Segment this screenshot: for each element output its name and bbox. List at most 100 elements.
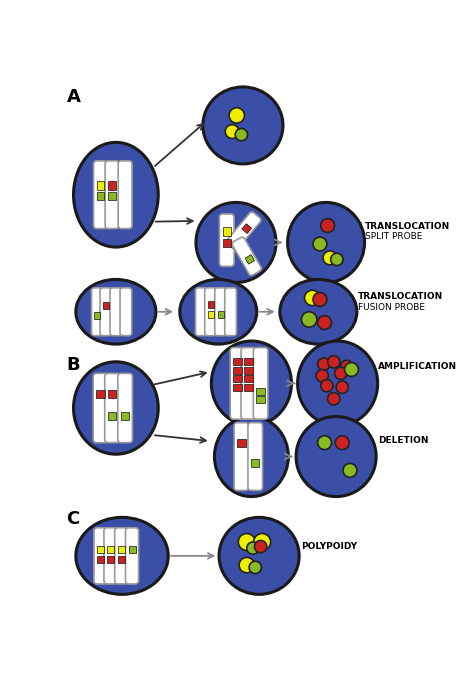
Ellipse shape <box>341 360 353 373</box>
Ellipse shape <box>73 362 158 454</box>
FancyBboxPatch shape <box>205 288 217 336</box>
Bar <box>244 358 253 365</box>
FancyBboxPatch shape <box>248 423 263 491</box>
Bar <box>244 367 253 374</box>
Ellipse shape <box>318 358 330 370</box>
FancyBboxPatch shape <box>104 528 117 584</box>
Bar <box>96 390 105 398</box>
Text: C: C <box>66 510 80 528</box>
Ellipse shape <box>318 435 331 450</box>
Ellipse shape <box>321 219 335 232</box>
Ellipse shape <box>318 316 331 330</box>
Bar <box>108 181 116 190</box>
Ellipse shape <box>203 87 283 164</box>
FancyBboxPatch shape <box>126 528 138 584</box>
FancyBboxPatch shape <box>232 237 262 275</box>
Ellipse shape <box>336 381 348 394</box>
Bar <box>244 384 253 391</box>
Bar <box>94 312 100 319</box>
Ellipse shape <box>321 380 333 392</box>
Ellipse shape <box>247 542 259 555</box>
Ellipse shape <box>211 341 292 426</box>
Ellipse shape <box>235 129 247 141</box>
Ellipse shape <box>225 125 239 139</box>
Bar <box>251 459 259 466</box>
Ellipse shape <box>280 279 357 344</box>
Ellipse shape <box>323 251 337 264</box>
Bar <box>107 557 114 563</box>
Bar <box>222 239 231 248</box>
Bar <box>244 376 253 382</box>
Bar <box>107 546 114 553</box>
FancyBboxPatch shape <box>230 347 245 419</box>
Ellipse shape <box>76 518 168 594</box>
Ellipse shape <box>298 341 378 426</box>
FancyBboxPatch shape <box>227 212 261 250</box>
Bar <box>256 396 265 403</box>
FancyBboxPatch shape <box>120 288 132 336</box>
Bar <box>233 376 242 382</box>
Ellipse shape <box>73 143 158 247</box>
FancyBboxPatch shape <box>234 423 249 491</box>
FancyBboxPatch shape <box>93 161 108 229</box>
Ellipse shape <box>316 369 328 382</box>
Ellipse shape <box>229 108 245 123</box>
Ellipse shape <box>254 534 271 551</box>
Bar <box>233 367 242 374</box>
Text: AMPLIFICATION: AMPLIFICATION <box>378 362 457 371</box>
Ellipse shape <box>313 293 327 306</box>
Ellipse shape <box>255 540 267 553</box>
Bar <box>121 412 129 419</box>
Ellipse shape <box>335 367 347 380</box>
Bar <box>118 546 125 553</box>
Bar <box>97 181 104 190</box>
Bar <box>218 311 224 318</box>
Text: FUSION PROBE: FUSION PROBE <box>358 304 425 312</box>
Ellipse shape <box>328 355 340 368</box>
Bar <box>256 388 265 394</box>
Ellipse shape <box>196 203 276 283</box>
Bar <box>245 254 255 264</box>
Ellipse shape <box>249 561 261 573</box>
Text: DELETION: DELETION <box>378 435 429 445</box>
Bar <box>242 223 252 234</box>
Text: TRANSLOCATION: TRANSLOCATION <box>358 293 443 302</box>
Text: POLYPOIDY: POLYPOIDY <box>301 542 357 551</box>
FancyBboxPatch shape <box>253 347 268 419</box>
Bar <box>222 227 231 236</box>
FancyBboxPatch shape <box>241 347 255 419</box>
Ellipse shape <box>331 253 343 266</box>
Ellipse shape <box>335 435 349 450</box>
Bar <box>237 439 246 446</box>
FancyBboxPatch shape <box>225 288 237 336</box>
FancyBboxPatch shape <box>110 288 122 336</box>
FancyBboxPatch shape <box>94 528 107 584</box>
Text: B: B <box>66 357 80 374</box>
Ellipse shape <box>288 203 365 283</box>
FancyBboxPatch shape <box>91 288 103 336</box>
Bar <box>97 557 104 563</box>
Ellipse shape <box>214 417 288 497</box>
Bar <box>108 192 116 200</box>
Ellipse shape <box>343 464 357 477</box>
Ellipse shape <box>328 392 340 405</box>
Ellipse shape <box>219 518 299 594</box>
FancyBboxPatch shape <box>93 374 108 443</box>
Bar <box>208 311 214 318</box>
Bar <box>118 557 125 563</box>
Ellipse shape <box>301 312 317 327</box>
Ellipse shape <box>238 534 255 551</box>
FancyBboxPatch shape <box>105 161 119 229</box>
Bar <box>128 546 136 553</box>
FancyBboxPatch shape <box>100 288 112 336</box>
FancyBboxPatch shape <box>215 288 227 336</box>
Ellipse shape <box>76 279 156 344</box>
Text: A: A <box>66 88 81 106</box>
FancyBboxPatch shape <box>115 528 128 584</box>
Bar <box>233 358 242 365</box>
Ellipse shape <box>304 290 320 306</box>
Ellipse shape <box>239 557 255 573</box>
Bar <box>108 412 116 419</box>
Ellipse shape <box>296 417 376 497</box>
Ellipse shape <box>180 279 257 344</box>
